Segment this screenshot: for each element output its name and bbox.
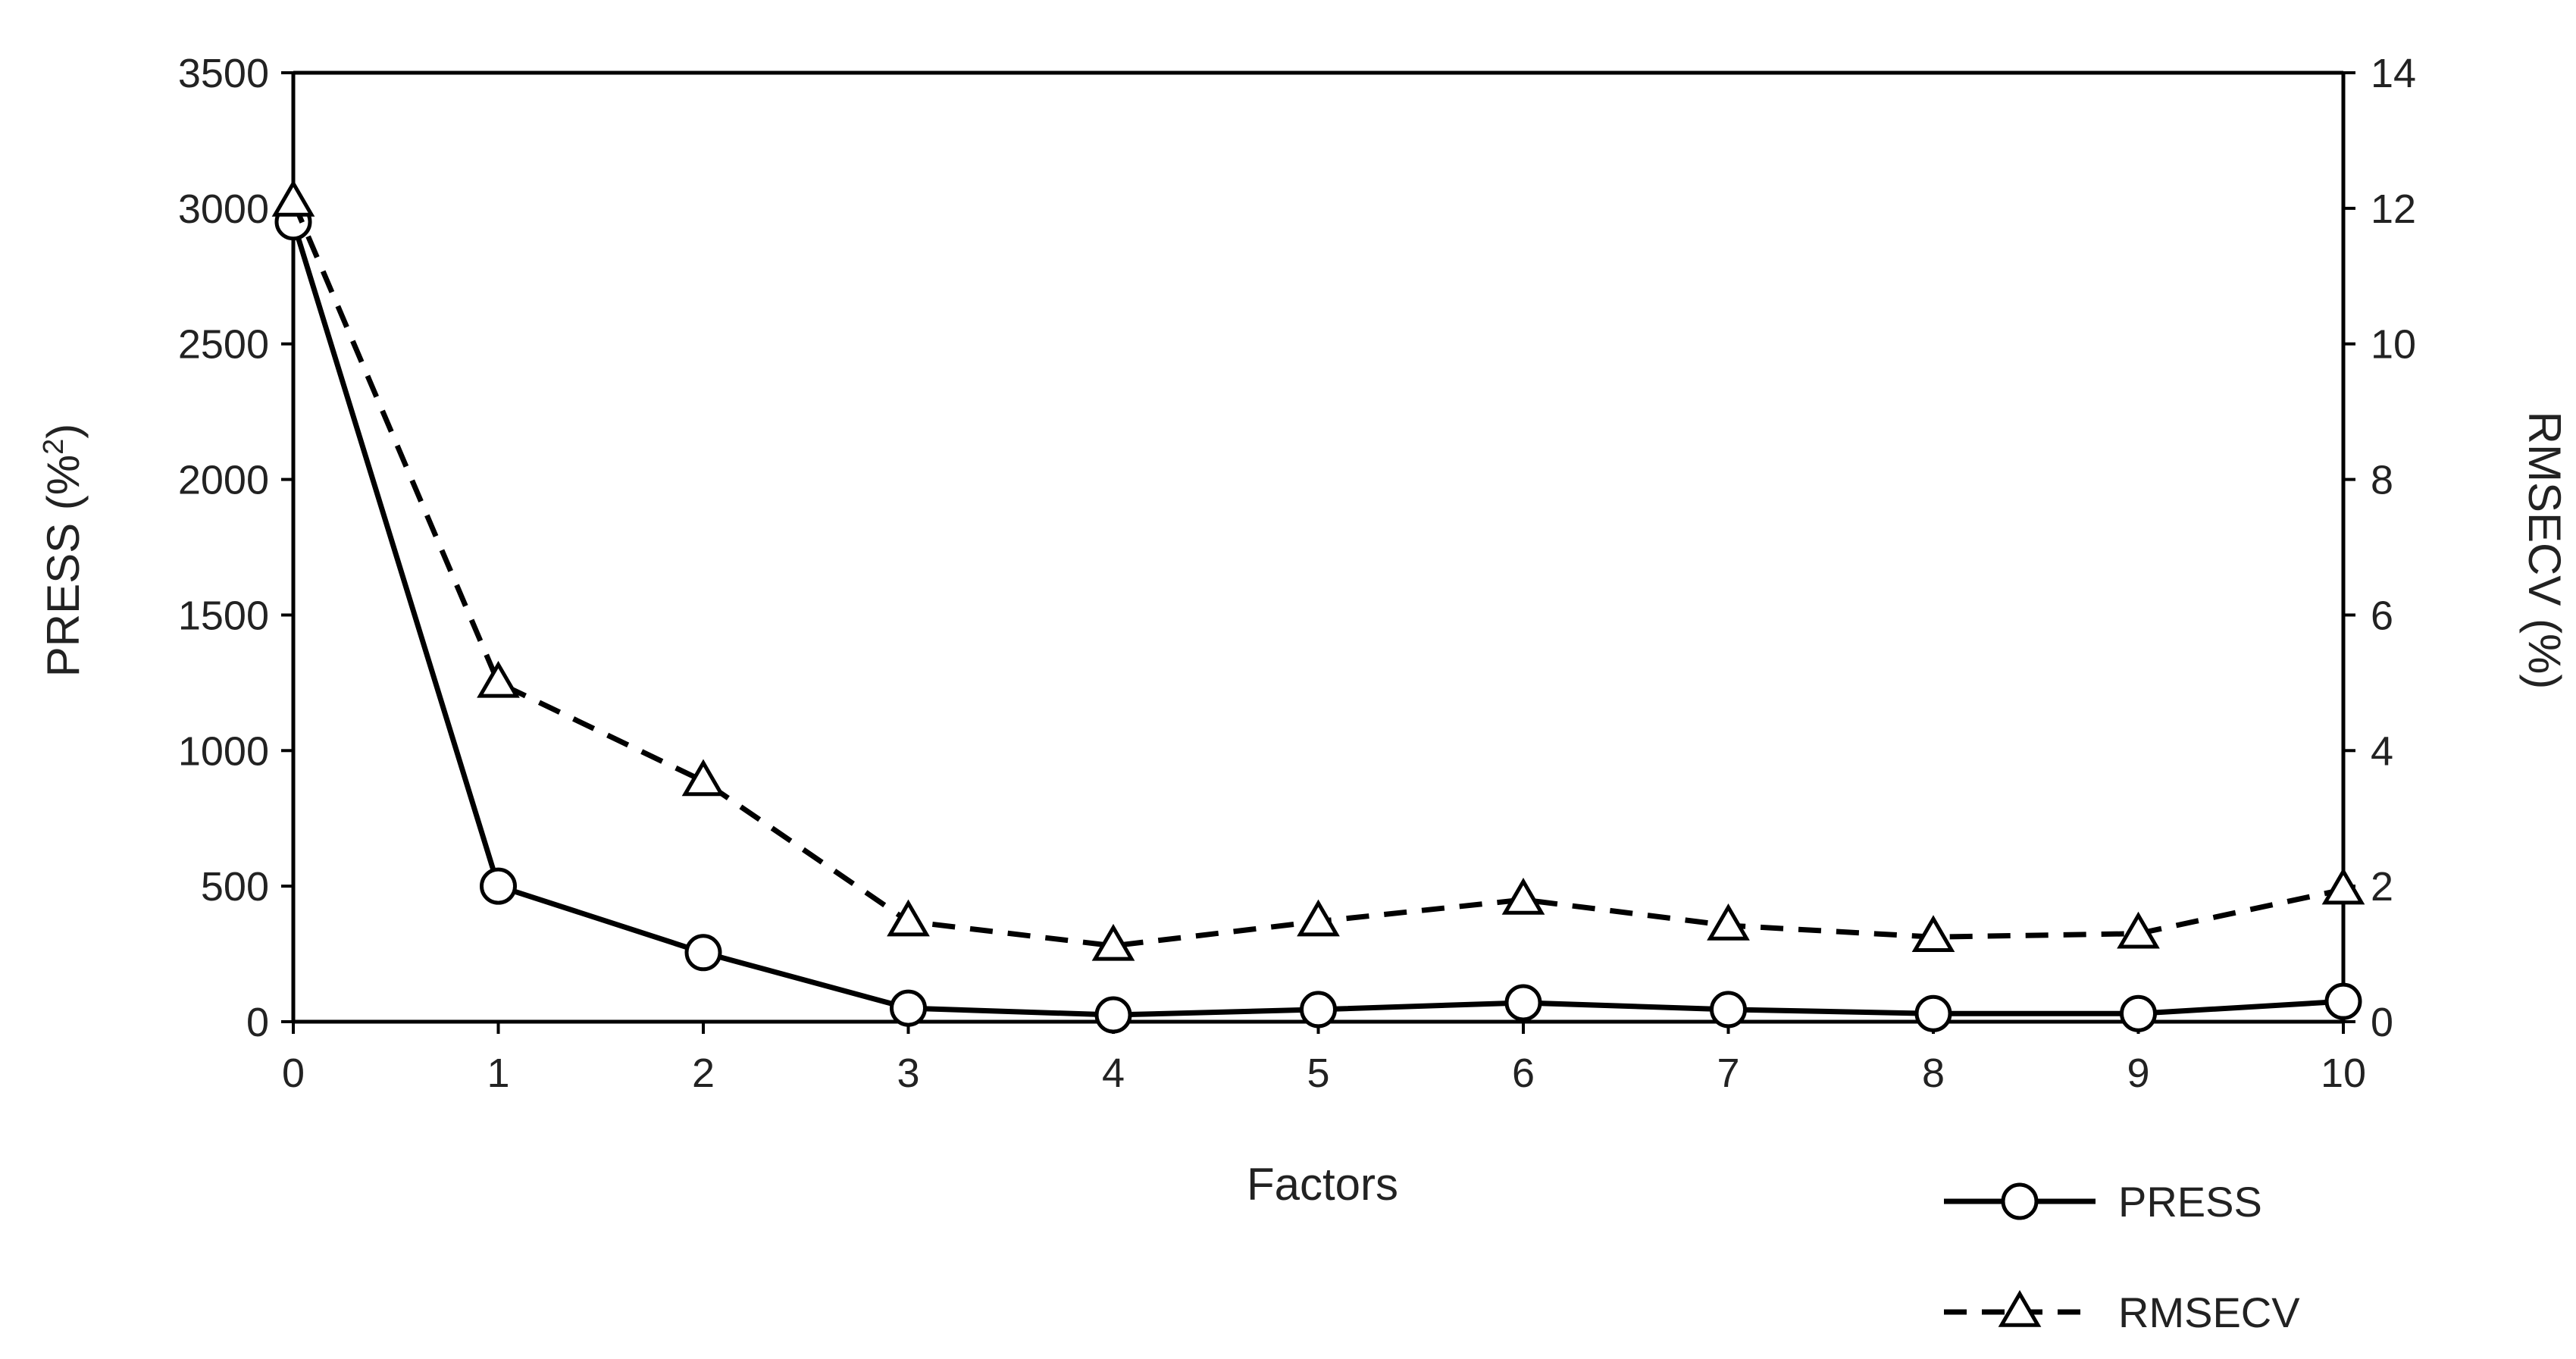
data-point-rmsecv (1297, 899, 1340, 937)
y-right-tick-label: 12 (2371, 186, 2416, 232)
y-axis-left-title: PRESS (%2) (38, 424, 89, 678)
y-axis-right-title: RMSECV (%) (2519, 412, 2570, 690)
series-line-rmsecv (290, 200, 2344, 949)
series-layer (271, 179, 2365, 1034)
y-left-tick-label: 1000 (178, 728, 269, 774)
y-right-tick-label: 8 (2371, 458, 2393, 503)
x-tick-label: 6 (1512, 1051, 1535, 1096)
legend: PRESS RMSECV (1944, 1178, 2300, 1336)
data-point-press (1300, 991, 1337, 1029)
x-tick-label: 9 (2127, 1051, 2149, 1096)
y-left-tick-label: 2000 (178, 458, 269, 503)
data-point-rmsecv (477, 660, 520, 698)
y-axis-left-title-base: PRESS (% (38, 455, 89, 677)
legend-item-rmsecv: RMSECV (1944, 1289, 2300, 1336)
data-point-press (2324, 982, 2362, 1020)
y-right-tick-label: 10 (2371, 322, 2416, 368)
y-left-tick-label: 500 (201, 864, 269, 910)
labels: Factors PRESS (%2) RMSECV (%) (38, 412, 2570, 1210)
y-axis-left-title-close: ) (38, 424, 89, 439)
y-left-tick-label: 3500 (178, 51, 269, 96)
legend-marker-circle (2001, 1182, 2039, 1220)
series-press (274, 203, 2362, 1034)
data-point-rmsecv (681, 759, 725, 797)
data-point-press (2120, 994, 2157, 1032)
y-right-tick-label: 6 (2371, 593, 2393, 638)
data-point-rmsecv (2117, 911, 2160, 949)
data-point-press (684, 934, 722, 972)
y-right-tick-label: 2 (2371, 864, 2393, 910)
x-tick-label: 5 (1307, 1051, 1329, 1096)
data-point-rmsecv (271, 179, 315, 217)
y-axis-left-title-sup: 2 (38, 439, 70, 455)
data-point-press (1710, 991, 1747, 1029)
data-point-press (1094, 996, 1132, 1034)
legend-label: RMSECV (2118, 1289, 2300, 1336)
x-tick-label: 10 (2321, 1051, 2366, 1096)
x-tick-label: 3 (897, 1051, 919, 1096)
y-left-tick-label: 2500 (178, 322, 269, 368)
x-tick-label: 8 (1922, 1051, 1945, 1096)
x-tick-label: 0 (282, 1051, 305, 1096)
x-tick-label: 2 (692, 1051, 715, 1096)
legend-item-press: PRESS (1944, 1178, 2262, 1226)
axes: 0 1 2 3 4 5 6 7 8 9 100500100015002000250030003500… (178, 51, 2416, 1096)
y-left-tick-label: 1500 (178, 593, 269, 638)
data-point-rmsecv (887, 899, 930, 937)
data-point-press (890, 989, 927, 1027)
data-point-rmsecv (2321, 867, 2365, 905)
legend-label: PRESS (2118, 1178, 2262, 1226)
y-right-tick-label: 0 (2371, 1000, 2393, 1045)
y-left-tick-label: 3000 (178, 186, 269, 232)
x-tick-label: 1 (487, 1051, 509, 1096)
x-axis-title: Factors (1247, 1159, 1398, 1210)
data-point-press (1504, 984, 1542, 1022)
data-point-press (1914, 994, 1952, 1032)
data-point-rmsecv (1911, 915, 1955, 952)
data-point-rmsecv (1707, 903, 1750, 941)
data-point-press (480, 867, 517, 905)
series-line-press (290, 221, 2344, 1018)
y-right-tick-label: 4 (2371, 728, 2393, 774)
legend-marker-triangle (1998, 1290, 2042, 1327)
x-tick-label: 4 (1102, 1051, 1125, 1096)
data-point-rmsecv (1501, 878, 1545, 915)
x-tick-label: 7 (1717, 1051, 1739, 1096)
y-right-tick-label: 14 (2371, 51, 2416, 96)
series-rmsecv (271, 179, 2365, 961)
y-left-tick-label: 0 (246, 1000, 269, 1045)
data-point-rmsecv (1091, 923, 1135, 961)
